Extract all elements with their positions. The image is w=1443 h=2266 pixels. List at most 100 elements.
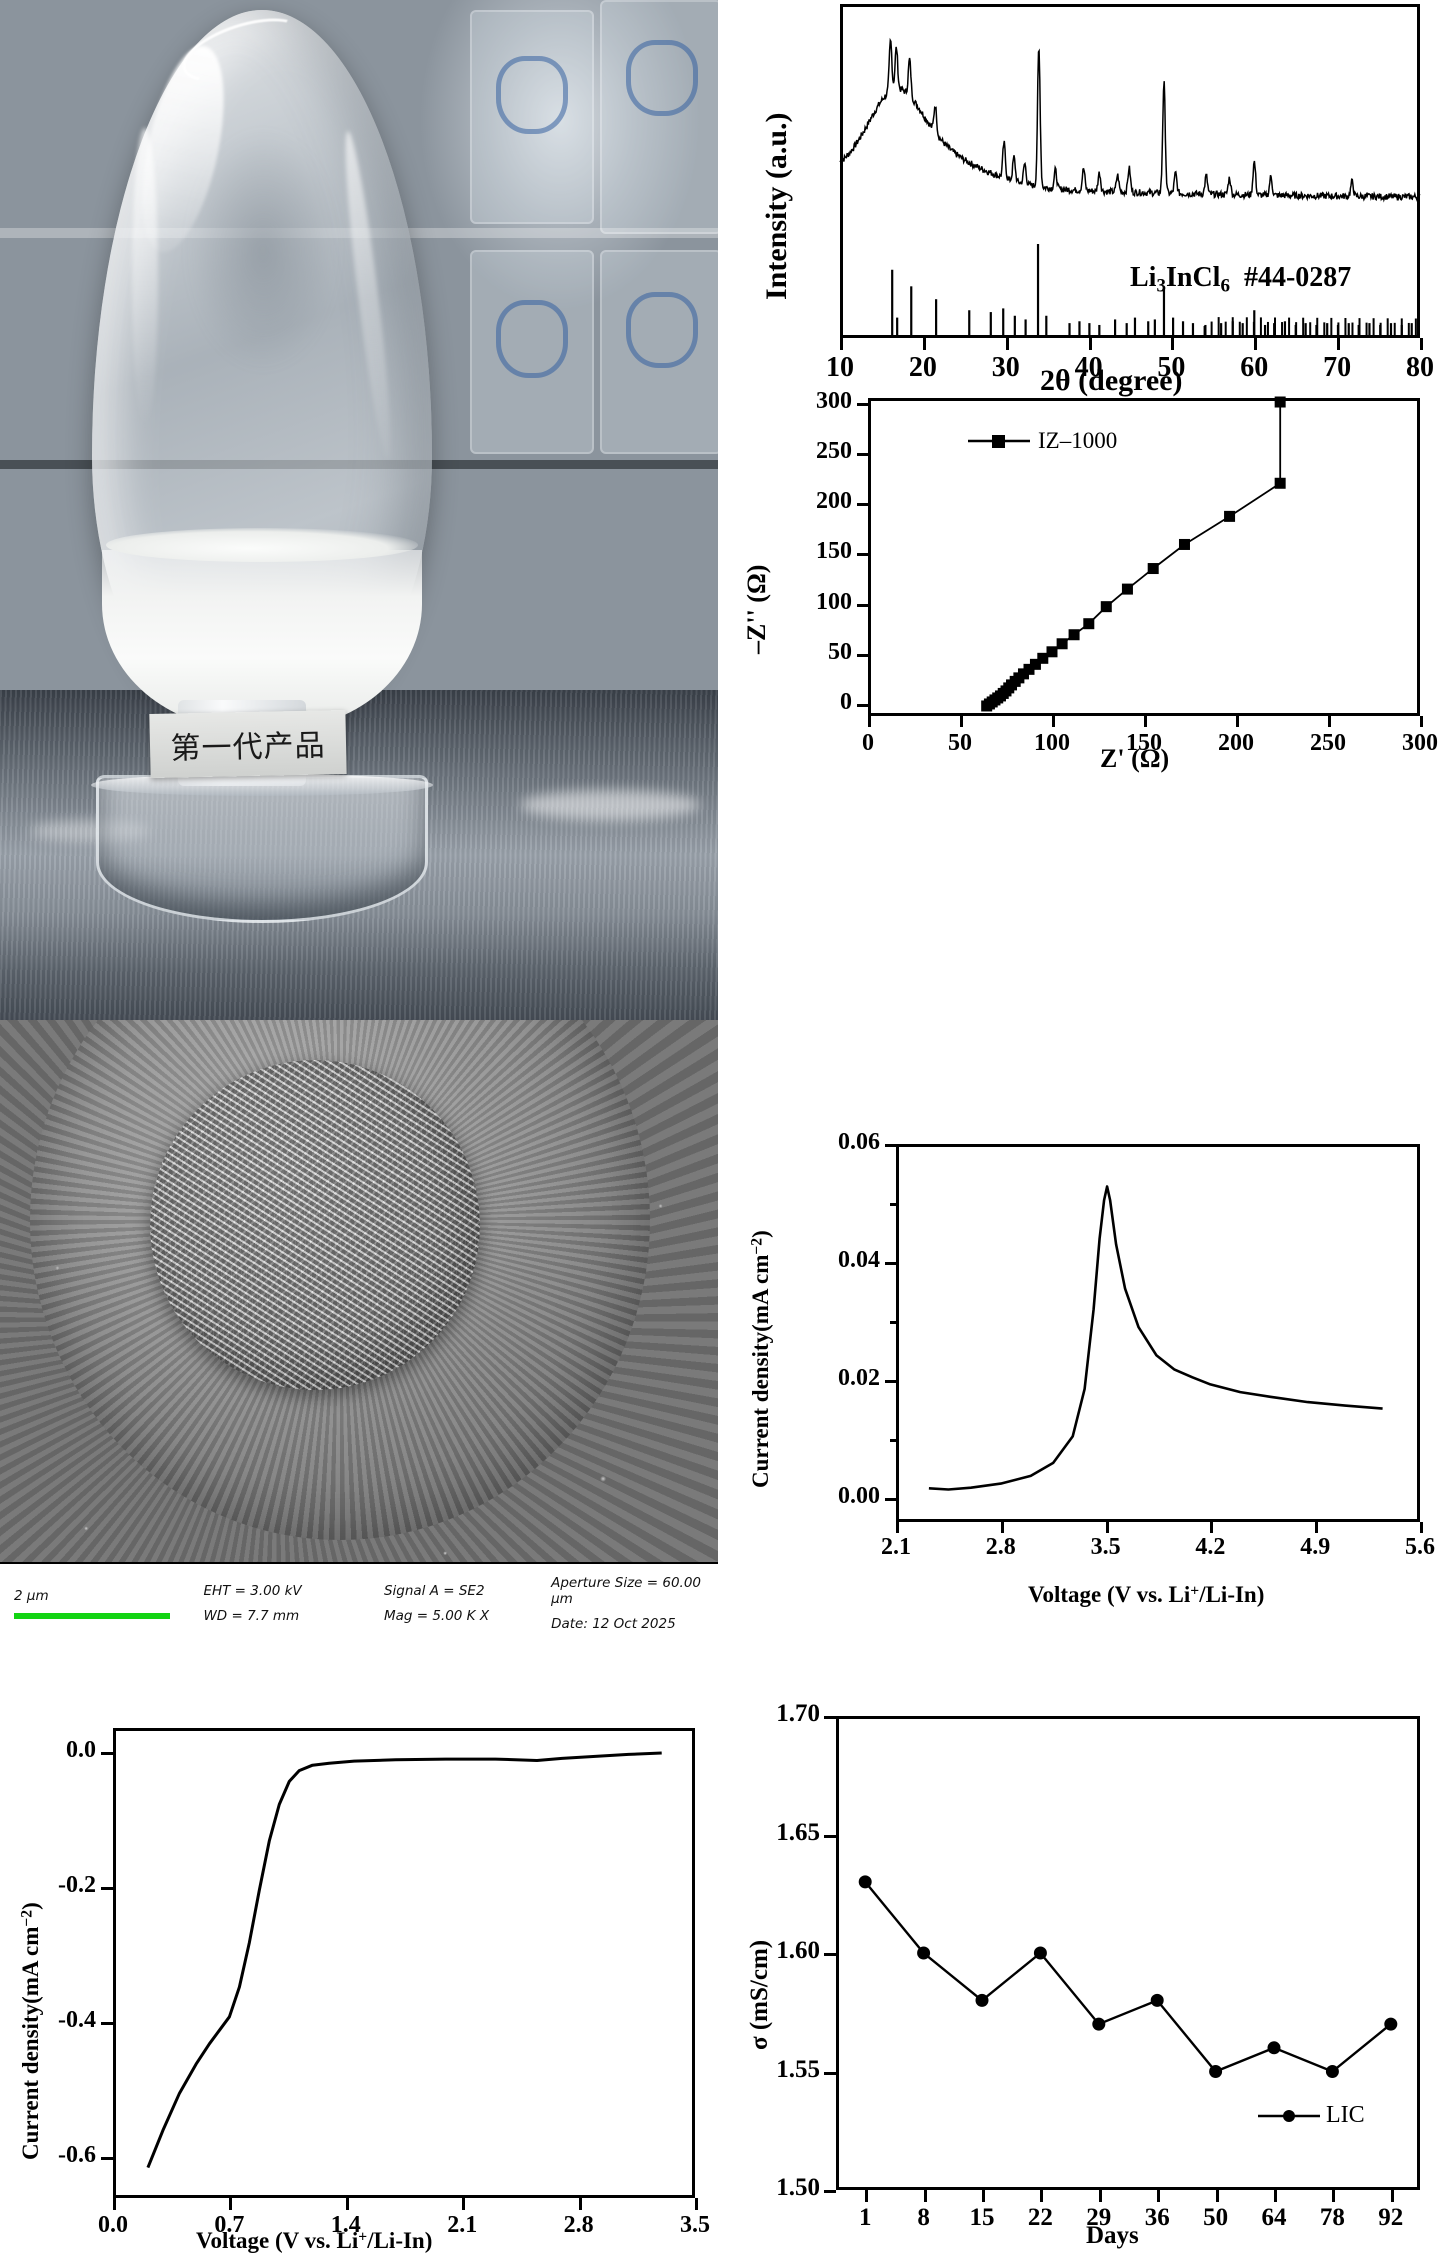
eis-legend[interactable]: IZ–1000 bbox=[968, 428, 1117, 454]
sem-micrograph: 2 µm EHT = 3.00 kV WD = 7.7 mm Signal A … bbox=[0, 1020, 718, 1640]
axis-tick bbox=[890, 1439, 897, 1442]
axis-tick bbox=[1005, 338, 1009, 350]
blue-cap-2 bbox=[626, 40, 698, 116]
axis-tick bbox=[695, 2198, 698, 2210]
axis-tick bbox=[890, 1321, 897, 1324]
bench-surface bbox=[0, 690, 718, 1020]
blue-cap-3 bbox=[496, 300, 568, 378]
axis-tick bbox=[857, 553, 868, 557]
red-plot-frame bbox=[113, 1728, 695, 2198]
axis-tick bbox=[1315, 1522, 1319, 1533]
axis-tick bbox=[857, 403, 868, 407]
axis-tick-label: 78 bbox=[1319, 2204, 1345, 2231]
axis-tick bbox=[101, 1751, 113, 1755]
axis-tick bbox=[1210, 1522, 1214, 1533]
axis-tick-label: 10 bbox=[826, 352, 854, 383]
axis-tick bbox=[1254, 338, 1258, 350]
axis-tick-label: 300 bbox=[1402, 730, 1438, 756]
petri-dish bbox=[91, 774, 433, 923]
axis-tick bbox=[1390, 2190, 1394, 2202]
cond-legend[interactable]: LIC bbox=[1258, 2102, 1365, 2129]
sem-aperture-group: Aperture Size = 60.00 µm Date: 12 Oct 20… bbox=[541, 1575, 718, 1632]
axis-tick-label: 15 bbox=[969, 2204, 995, 2231]
eis-data-point bbox=[1274, 477, 1286, 489]
eis-legend-marker bbox=[968, 435, 1030, 448]
cond-data-point bbox=[1267, 2041, 1281, 2055]
axis-tick bbox=[857, 603, 868, 607]
eis-data-point bbox=[1023, 663, 1035, 675]
axis-tick bbox=[824, 2071, 836, 2075]
axis-tick bbox=[1171, 338, 1175, 350]
axis-tick-label: 40 bbox=[1074, 352, 1103, 383]
sem-signal: Signal A = SE2 bbox=[383, 1582, 485, 1599]
sem-scale-group: 2 µm bbox=[0, 1588, 193, 1619]
sem-aperture: Aperture Size = 60.00 µm bbox=[551, 1574, 702, 1607]
axis-tick-label: 2.1 bbox=[447, 2212, 478, 2238]
axis-tick-label: 150 bbox=[816, 538, 852, 565]
axis-tick-label: 50 bbox=[828, 638, 852, 665]
ox-y-axis-label: Current density(mA cm−2) bbox=[748, 1230, 773, 1488]
axis-tick-label: 2.1 bbox=[881, 1534, 911, 1560]
axis-tick bbox=[896, 1522, 899, 1533]
axis-tick-label: 1 bbox=[858, 2204, 872, 2231]
dish-rim bbox=[91, 774, 433, 796]
axis-tick-label: 100 bbox=[816, 588, 852, 615]
axis-tick-label: -0.6 bbox=[58, 2142, 96, 2169]
cond-legend-marker bbox=[1258, 2109, 1320, 2122]
axis-tick-label: 1.70 bbox=[776, 1700, 820, 1727]
axis-tick-label: 150 bbox=[1126, 730, 1162, 756]
axis-tick bbox=[885, 1498, 896, 1502]
axis-tick bbox=[923, 2190, 927, 2202]
axis-tick-label: 4.2 bbox=[1195, 1534, 1226, 1560]
axis-tick bbox=[1236, 716, 1239, 727]
axis-tick-label: 200 bbox=[1218, 730, 1254, 756]
axis-tick-label: 50 bbox=[1203, 2204, 1229, 2231]
ox-svg bbox=[928, 1185, 1383, 1491]
ox-trace bbox=[928, 1185, 1383, 1491]
axis-tick bbox=[857, 503, 868, 507]
axis-tick-label: 0.06 bbox=[838, 1129, 880, 1155]
eis-data-point bbox=[1046, 646, 1058, 658]
axis-tick bbox=[1144, 716, 1147, 727]
xrd-x-axis-label: 2θ (degree) bbox=[1040, 364, 1183, 397]
eis-data-point bbox=[1017, 668, 1029, 680]
eis-data-point bbox=[1147, 563, 1159, 575]
xrd-phase-annotation: Li3InCl6 #44-0287 bbox=[1130, 262, 1352, 297]
eis-data-point bbox=[1100, 601, 1112, 613]
axis-tick-label: 2.8 bbox=[563, 2212, 594, 2238]
axis-tick bbox=[1088, 338, 1092, 350]
axis-tick-label: 3.5 bbox=[1090, 1534, 1121, 1560]
axis-tick-label: 0.0 bbox=[66, 1736, 96, 1763]
shelf-tray-3 bbox=[470, 250, 594, 454]
axis-tick-label: 300 bbox=[816, 388, 852, 415]
axis-tick bbox=[840, 338, 843, 350]
axis-tick-label: 92 bbox=[1378, 2204, 1404, 2231]
cond-legend-label: LIC bbox=[1326, 2102, 1365, 2128]
axis-tick bbox=[1000, 1522, 1004, 1533]
axis-tick bbox=[857, 453, 868, 457]
axis-tick bbox=[824, 1953, 836, 1956]
axis-tick bbox=[345, 2198, 349, 2210]
lsv-reduction-chart: Current density(mA cm−2) Voltage (V vs. … bbox=[0, 1650, 718, 2266]
cond-data-point bbox=[1325, 2065, 1339, 2078]
blue-cap-1 bbox=[496, 56, 568, 134]
axis-tick-label: 1.4 bbox=[330, 2212, 361, 2238]
axis-tick bbox=[1215, 2190, 1219, 2202]
axis-tick-label: 0 bbox=[862, 730, 874, 756]
cond-svg bbox=[858, 1875, 1398, 2078]
xrd-measured-trace bbox=[839, 37, 1421, 203]
axis-tick bbox=[1052, 716, 1055, 727]
bench-glare-1 bbox=[520, 790, 700, 820]
axis-tick-label: 0.02 bbox=[838, 1365, 880, 1392]
axis-tick bbox=[1328, 716, 1331, 727]
axis-tick-label: 0.04 bbox=[838, 1247, 880, 1274]
eis-data-point bbox=[1178, 538, 1190, 550]
xrd-y-axis-label: Intensity (a.u.) bbox=[760, 112, 793, 300]
axis-tick-label: 60 bbox=[1240, 352, 1269, 383]
axis-tick bbox=[857, 653, 868, 657]
axis-tick-label: 30 bbox=[991, 352, 1020, 383]
xrd-chart: Intensity (a.u.) 2θ (degree) Li3InCl6 #4… bbox=[718, 0, 1443, 400]
axis-tick bbox=[824, 1716, 836, 1719]
sem-detector-group: Signal A = SE2 Mag = 5.00 K X bbox=[374, 1583, 541, 1624]
axis-tick-label: 50 bbox=[1157, 352, 1186, 383]
